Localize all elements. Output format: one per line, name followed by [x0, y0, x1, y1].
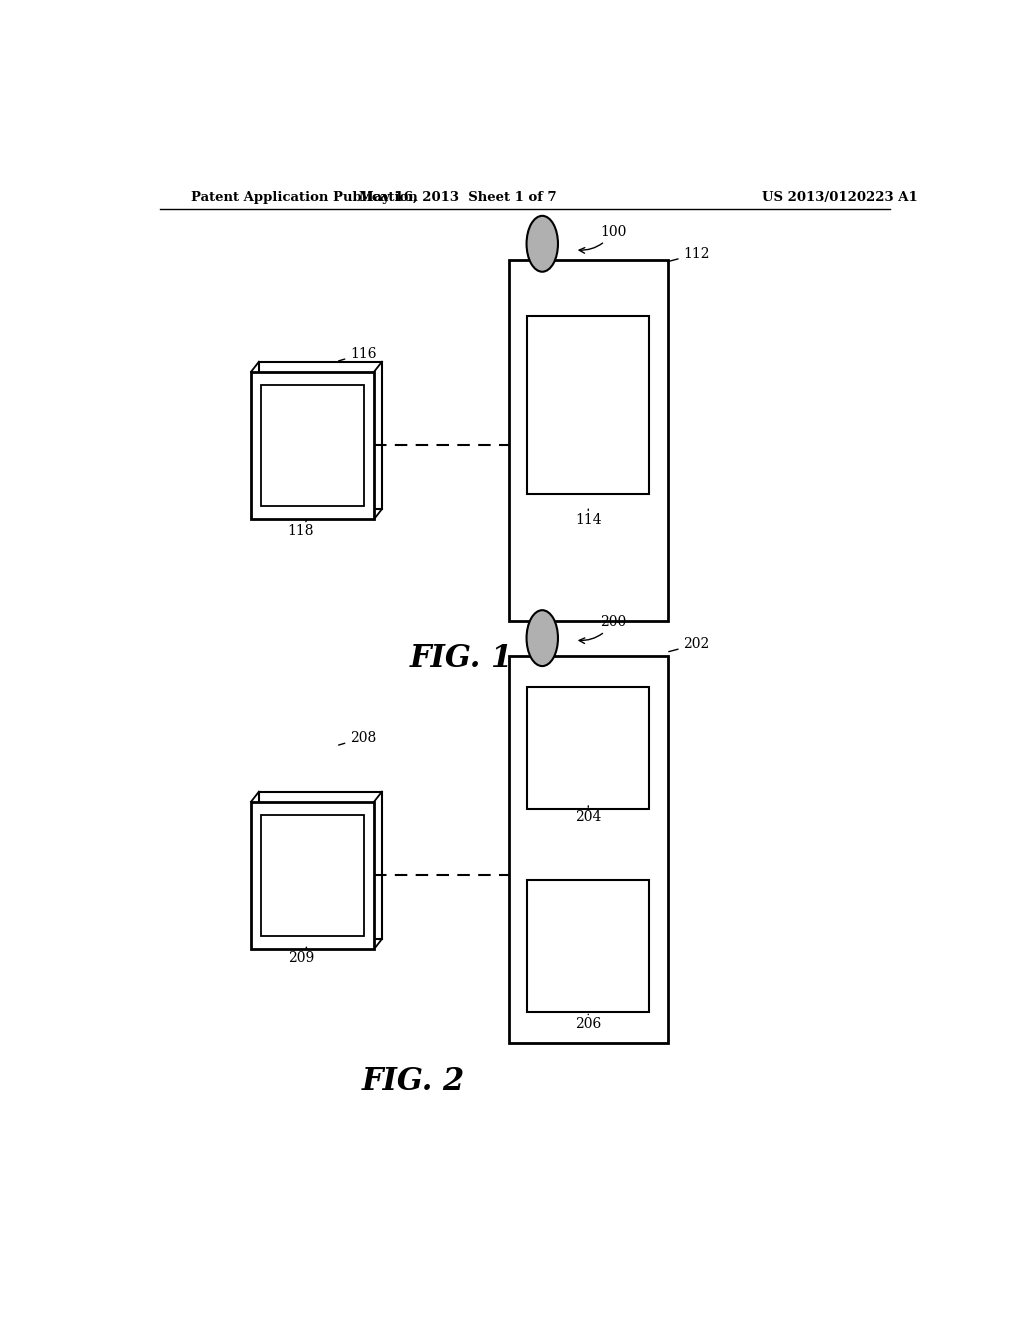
Bar: [261, 385, 364, 506]
Bar: [251, 801, 374, 949]
Bar: [251, 372, 374, 519]
Text: FIG. 2: FIG. 2: [362, 1065, 465, 1097]
Ellipse shape: [526, 610, 558, 667]
Bar: [259, 792, 382, 939]
Text: 200: 200: [580, 615, 627, 643]
Text: 114: 114: [574, 510, 602, 527]
Text: 112: 112: [669, 247, 710, 261]
Text: US 2013/0120223 A1: US 2013/0120223 A1: [762, 190, 918, 203]
Text: 206: 206: [575, 1014, 601, 1031]
Bar: [527, 880, 649, 1012]
Text: 204: 204: [575, 805, 601, 824]
Bar: [509, 260, 668, 620]
Text: May 16, 2013  Sheet 1 of 7: May 16, 2013 Sheet 1 of 7: [358, 190, 556, 203]
Text: 209: 209: [288, 948, 314, 965]
Bar: [259, 362, 382, 510]
Text: 100: 100: [580, 224, 627, 253]
Text: 116: 116: [339, 347, 377, 360]
Bar: [527, 315, 649, 494]
Text: FIG. 1: FIG. 1: [410, 643, 513, 675]
Bar: [527, 686, 649, 809]
Text: 202: 202: [669, 638, 710, 652]
Bar: [509, 656, 668, 1043]
Text: 118: 118: [288, 520, 314, 539]
Ellipse shape: [526, 216, 558, 272]
Bar: [261, 814, 364, 936]
Text: Patent Application Publication: Patent Application Publication: [191, 190, 418, 203]
Text: 208: 208: [339, 731, 377, 744]
